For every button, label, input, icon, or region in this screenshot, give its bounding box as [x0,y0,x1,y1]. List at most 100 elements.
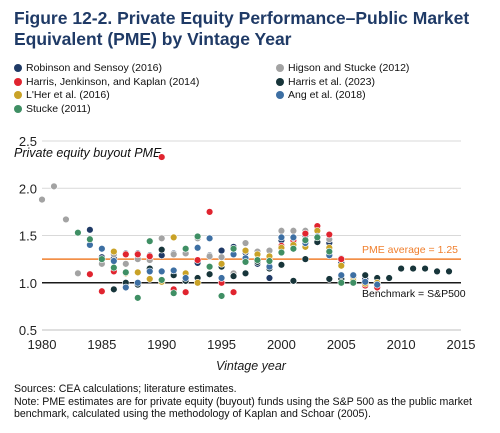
data-point [122,250,130,259]
data-point [74,269,82,277]
y-axis-title: Private equity buyout PME [14,146,162,160]
x-tick-label: 1995 [207,337,236,352]
data-point [134,250,142,259]
data-point [301,229,310,238]
data-point [277,233,286,242]
note-text: Note: PME estimates are for private equi… [14,395,472,421]
data-point [241,246,250,255]
data-point [158,153,166,161]
data-point [86,270,94,278]
legend-marker [276,77,284,86]
data-point [86,226,94,234]
data-point [349,279,357,287]
y-tick-label: 1.5 [19,229,37,244]
data-point [433,267,441,276]
data-point [181,245,190,253]
legend-marker [14,64,22,72]
data-point [313,233,322,242]
data-point [74,228,82,237]
data-point [169,233,178,242]
legend-marker [14,104,22,113]
data-point [158,234,166,243]
data-point [265,274,274,282]
data-point [169,266,178,275]
data-point [193,232,202,241]
data-point [385,274,393,282]
legend-label: Harris et al. (2023) [288,75,375,88]
legend-label: Harris, Jenkinson, and Kaplan (2014) [26,75,200,88]
data-point [134,294,142,302]
legend-item: Higson and Stucke (2012) [276,62,409,74]
data-point [229,272,238,280]
x-tick-label: 1985 [87,337,116,352]
legend-marker [14,91,22,99]
data-point [445,267,453,276]
data-point [277,227,286,235]
data-point [122,283,130,292]
y-tick-label: 0.5 [19,323,37,338]
data-point [158,267,166,276]
data-point [349,271,357,279]
data-point [193,279,202,287]
data-point [241,239,250,247]
data-point [325,230,334,239]
data-point [110,247,118,256]
legend-item: Stucke (2011) [14,103,91,115]
data-point [193,256,202,264]
legend-label: Stucke (2011) [26,102,91,115]
data-point [289,245,298,253]
data-point [205,262,214,271]
data-point [98,245,106,253]
data-point [50,182,58,191]
x-axis-title: Vintage year [216,359,286,373]
legend-label: Robinson and Sensoy (2016) [26,62,163,74]
data-point [122,260,130,268]
data-point [241,258,250,266]
data-point [98,255,106,263]
data-point [397,264,405,273]
data-point [337,279,345,287]
data-point [181,274,190,282]
data-point [337,255,345,263]
legend-item: Harris, Jenkinson, and Kaplan (2014) [14,76,199,88]
y-tick-label: 2.5 [19,134,37,149]
y-tick-label: 2.0 [19,181,37,196]
data-point [241,269,250,277]
data-point [193,244,202,252]
data-point [110,285,118,294]
data-point [265,257,274,265]
legend-item: Robinson and Sensoy (2016) [14,62,162,74]
legend-item: Ang et al. (2018) [276,89,366,101]
data-point [62,215,70,224]
data-point [205,234,214,243]
x-tick-label: 2005 [327,337,356,352]
data-point [169,289,178,297]
data-point [253,256,262,264]
data-point [277,248,286,257]
data-point [205,208,214,216]
data-point [289,233,298,242]
x-tick-label: 1980 [28,337,57,352]
data-point [217,246,226,255]
data-point [110,263,118,272]
legend-marker [276,91,284,99]
data-point [229,288,238,296]
data-point [217,292,226,300]
data-point [337,271,345,279]
data-point [181,288,190,296]
legend-label: Ang et al. (2018) [288,89,366,101]
data-point [217,260,226,268]
data-point [289,277,298,285]
average-line-label: PME average = 1.25 [362,244,458,256]
data-point [169,250,178,259]
data-point [146,237,154,245]
data-point [229,245,238,253]
figure-title: Figure 12-2. Private Equity Performance–… [14,8,470,49]
x-axis-title-wrap: Vintage year [0,357,500,375]
data-point [421,264,429,273]
x-tick-label: 2010 [387,337,416,352]
x-tick-label: 1990 [147,337,176,352]
data-point [301,255,310,263]
data-point [217,253,226,261]
data-point [217,274,226,282]
